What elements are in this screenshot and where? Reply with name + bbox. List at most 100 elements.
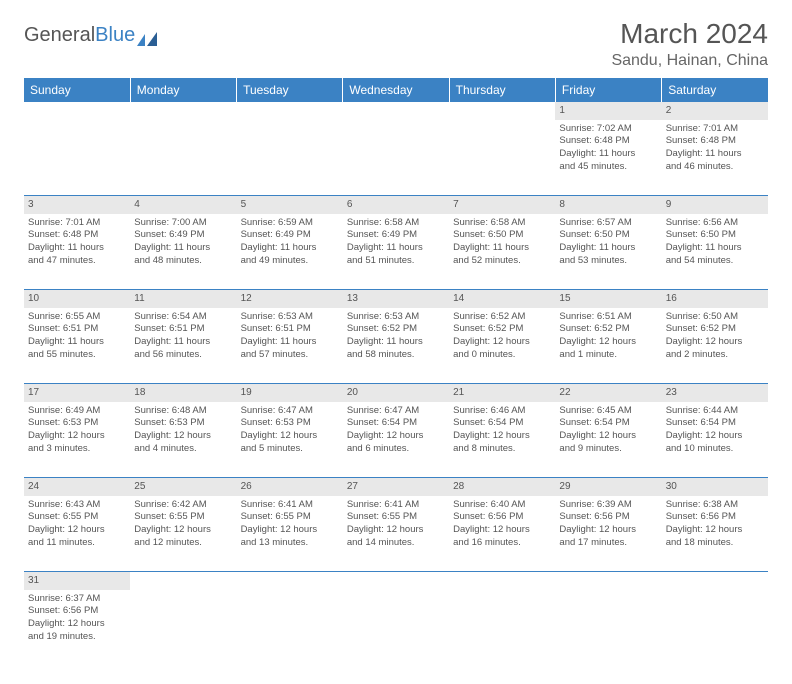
sunset-text: Sunset: 6:48 PM — [666, 135, 764, 148]
sunrise-text: Sunrise: 6:58 AM — [347, 217, 445, 230]
day-cell: Sunrise: 6:44 AMSunset: 6:54 PMDaylight:… — [662, 402, 768, 478]
logo-text-1: General — [24, 24, 95, 47]
daylight-text: Daylight: 12 hours — [559, 336, 657, 349]
sunset-text: Sunset: 6:51 PM — [241, 323, 339, 336]
sunrise-text: Sunrise: 6:41 AM — [241, 499, 339, 512]
day-number-cell — [343, 102, 449, 120]
sunset-text: Sunset: 6:56 PM — [666, 511, 764, 524]
daylight-text-2: and 14 minutes. — [347, 537, 445, 550]
sunrise-text: Sunrise: 6:40 AM — [453, 499, 551, 512]
logo: GeneralBlue — [24, 24, 159, 47]
sunset-text: Sunset: 6:54 PM — [666, 417, 764, 430]
sunset-text: Sunset: 6:54 PM — [347, 417, 445, 430]
daylight-text-2: and 8 minutes. — [453, 443, 551, 456]
day-cell: Sunrise: 6:48 AMSunset: 6:53 PMDaylight:… — [130, 402, 236, 478]
daylight-text-2: and 13 minutes. — [241, 537, 339, 550]
day-number-cell: 25 — [130, 478, 236, 496]
day-number-cell: 14 — [449, 290, 555, 308]
daylight-text-2: and 1 minute. — [559, 349, 657, 362]
day-content-row: Sunrise: 6:37 AMSunset: 6:56 PMDaylight:… — [24, 590, 768, 666]
calendar-body: 12Sunrise: 7:02 AMSunset: 6:48 PMDayligh… — [24, 102, 768, 666]
sunrise-text: Sunrise: 6:58 AM — [453, 217, 551, 230]
day-number-cell — [130, 102, 236, 120]
daylight-text: Daylight: 12 hours — [134, 430, 232, 443]
sunrise-text: Sunrise: 6:37 AM — [28, 593, 126, 606]
sunset-text: Sunset: 6:51 PM — [134, 323, 232, 336]
day-number-row: 3456789 — [24, 196, 768, 214]
sunset-text: Sunset: 6:49 PM — [134, 229, 232, 242]
sunrise-text: Sunrise: 6:53 AM — [347, 311, 445, 324]
day-number-cell — [449, 572, 555, 590]
day-number-cell: 16 — [662, 290, 768, 308]
day-number-cell: 5 — [237, 196, 343, 214]
daylight-text-2: and 0 minutes. — [453, 349, 551, 362]
daylight-text: Daylight: 11 hours — [347, 242, 445, 255]
day-number-cell: 21 — [449, 384, 555, 402]
day-cell: Sunrise: 6:51 AMSunset: 6:52 PMDaylight:… — [555, 308, 661, 384]
day-number-cell: 13 — [343, 290, 449, 308]
day-cell: Sunrise: 6:58 AMSunset: 6:50 PMDaylight:… — [449, 214, 555, 290]
sunset-text: Sunset: 6:49 PM — [347, 229, 445, 242]
daylight-text: Daylight: 11 hours — [559, 242, 657, 255]
weekday-header: Wednesday — [343, 78, 449, 102]
day-cell: Sunrise: 6:54 AMSunset: 6:51 PMDaylight:… — [130, 308, 236, 384]
day-cell: Sunrise: 6:57 AMSunset: 6:50 PMDaylight:… — [555, 214, 661, 290]
day-number-cell — [343, 572, 449, 590]
day-cell: Sunrise: 6:55 AMSunset: 6:51 PMDaylight:… — [24, 308, 130, 384]
day-cell: Sunrise: 6:42 AMSunset: 6:55 PMDaylight:… — [130, 496, 236, 572]
location: Sandu, Hainan, China — [611, 52, 768, 70]
sunrise-text: Sunrise: 6:47 AM — [241, 405, 339, 418]
day-content-row: Sunrise: 6:55 AMSunset: 6:51 PMDaylight:… — [24, 308, 768, 384]
sunset-text: Sunset: 6:48 PM — [28, 229, 126, 242]
day-content-row: Sunrise: 6:49 AMSunset: 6:53 PMDaylight:… — [24, 402, 768, 478]
daylight-text-2: and 4 minutes. — [134, 443, 232, 456]
day-cell: Sunrise: 6:38 AMSunset: 6:56 PMDaylight:… — [662, 496, 768, 572]
daylight-text-2: and 58 minutes. — [347, 349, 445, 362]
day-cell: Sunrise: 6:40 AMSunset: 6:56 PMDaylight:… — [449, 496, 555, 572]
weekday-header: Thursday — [449, 78, 555, 102]
daylight-text: Daylight: 11 hours — [134, 242, 232, 255]
day-cell: Sunrise: 6:41 AMSunset: 6:55 PMDaylight:… — [343, 496, 449, 572]
daylight-text-2: and 17 minutes. — [559, 537, 657, 550]
sunset-text: Sunset: 6:50 PM — [559, 229, 657, 242]
day-cell — [343, 120, 449, 196]
daylight-text: Daylight: 11 hours — [666, 148, 764, 161]
calendar-table: Sunday Monday Tuesday Wednesday Thursday… — [24, 78, 768, 666]
daylight-text-2: and 48 minutes. — [134, 255, 232, 268]
sunrise-text: Sunrise: 6:47 AM — [347, 405, 445, 418]
daylight-text: Daylight: 11 hours — [559, 148, 657, 161]
sunrise-text: Sunrise: 7:01 AM — [666, 123, 764, 136]
daylight-text-2: and 46 minutes. — [666, 161, 764, 174]
day-cell — [130, 590, 236, 666]
day-number-cell: 27 — [343, 478, 449, 496]
weekday-header: Friday — [555, 78, 661, 102]
sunset-text: Sunset: 6:55 PM — [28, 511, 126, 524]
day-number-cell: 17 — [24, 384, 130, 402]
day-cell — [449, 120, 555, 196]
daylight-text: Daylight: 12 hours — [241, 524, 339, 537]
daylight-text: Daylight: 12 hours — [28, 618, 126, 631]
day-cell: Sunrise: 6:41 AMSunset: 6:55 PMDaylight:… — [237, 496, 343, 572]
daylight-text-2: and 5 minutes. — [241, 443, 339, 456]
daylight-text-2: and 51 minutes. — [347, 255, 445, 268]
daylight-text: Daylight: 11 hours — [666, 242, 764, 255]
daylight-text: Daylight: 12 hours — [28, 430, 126, 443]
day-cell — [449, 590, 555, 666]
daylight-text-2: and 55 minutes. — [28, 349, 126, 362]
day-cell: Sunrise: 6:47 AMSunset: 6:54 PMDaylight:… — [343, 402, 449, 478]
day-content-row: Sunrise: 7:02 AMSunset: 6:48 PMDaylight:… — [24, 120, 768, 196]
sunset-text: Sunset: 6:52 PM — [666, 323, 764, 336]
sunset-text: Sunset: 6:54 PM — [559, 417, 657, 430]
daylight-text: Daylight: 12 hours — [453, 336, 551, 349]
day-number-cell: 18 — [130, 384, 236, 402]
sunrise-text: Sunrise: 6:50 AM — [666, 311, 764, 324]
day-number-row: 24252627282930 — [24, 478, 768, 496]
daylight-text-2: and 56 minutes. — [134, 349, 232, 362]
sunrise-text: Sunrise: 6:42 AM — [134, 499, 232, 512]
day-number-cell: 11 — [130, 290, 236, 308]
sunset-text: Sunset: 6:50 PM — [666, 229, 764, 242]
day-number-row: 17181920212223 — [24, 384, 768, 402]
daylight-text: Daylight: 11 hours — [453, 242, 551, 255]
day-content-row: Sunrise: 6:43 AMSunset: 6:55 PMDaylight:… — [24, 496, 768, 572]
day-number-cell — [130, 572, 236, 590]
